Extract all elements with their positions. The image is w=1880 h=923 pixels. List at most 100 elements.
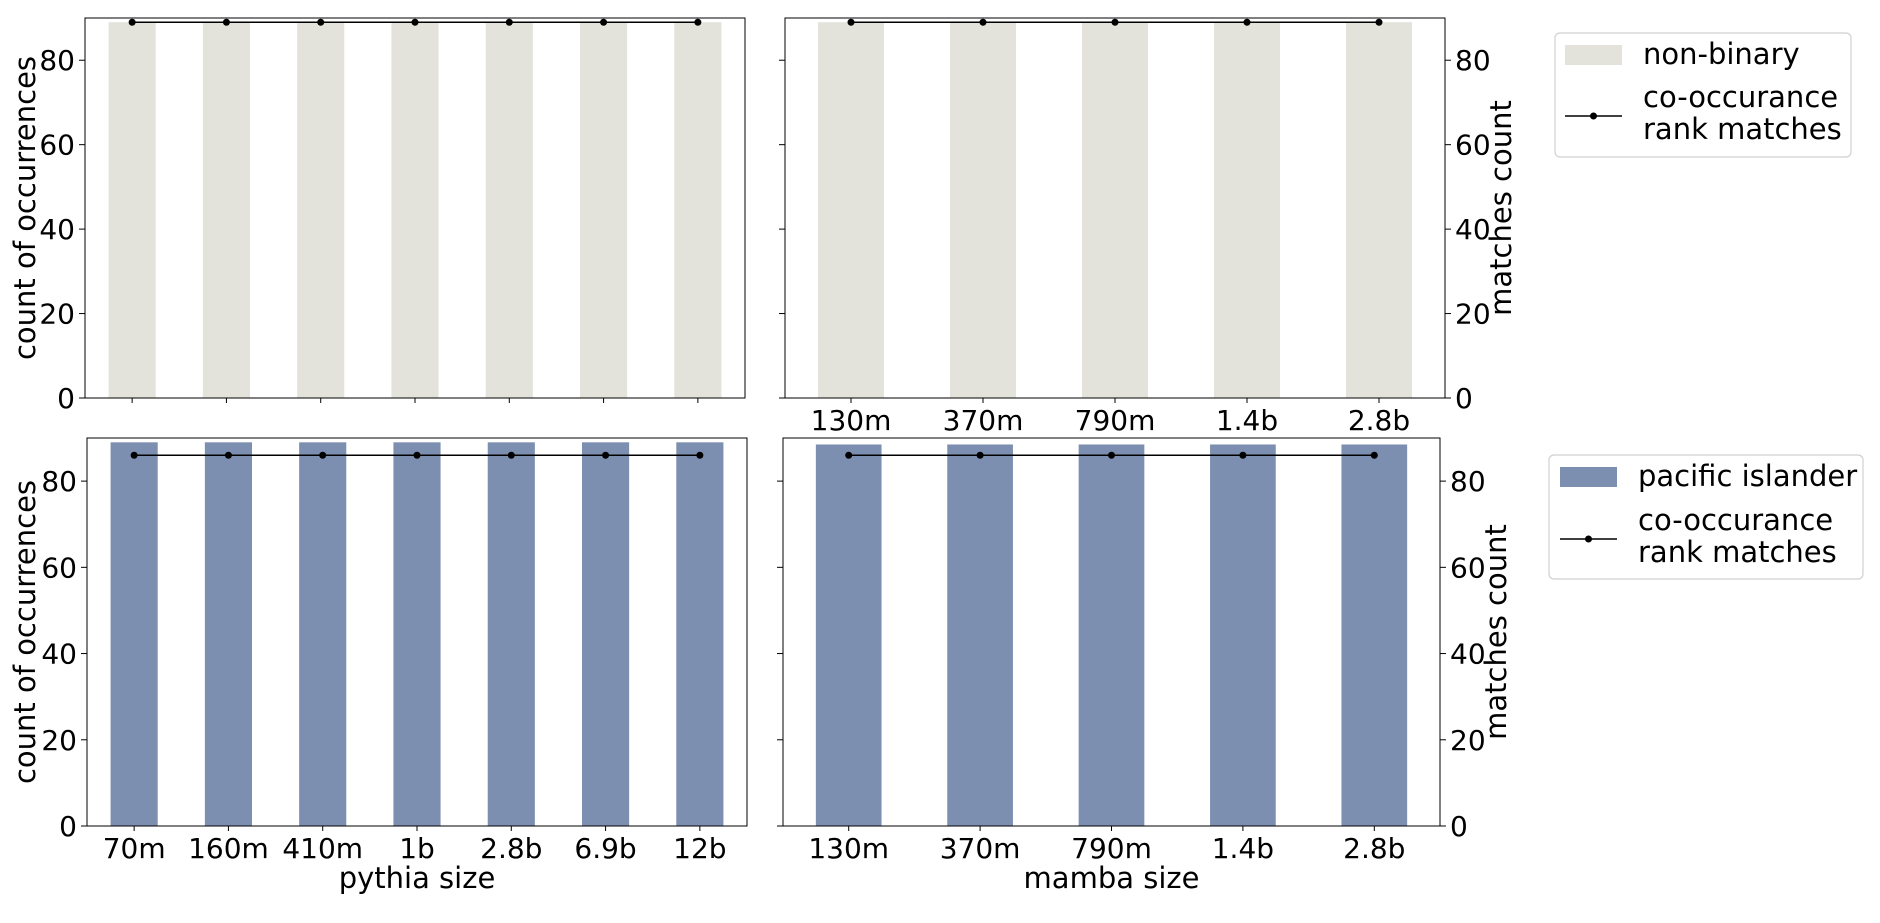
line-point-70m <box>128 18 136 26</box>
y2-tick-label: 20 <box>1450 724 1486 757</box>
x-tick-label-2.8b: 2.8b <box>1348 404 1410 437</box>
x-tick-label-370m: 370m <box>940 832 1021 865</box>
bar-790m <box>1078 444 1145 826</box>
y2-tick-label: 60 <box>1455 129 1491 162</box>
legend-line-marker-dot <box>1590 112 1597 120</box>
y2-axis-title: matches count <box>1479 524 1513 740</box>
legend-label-pacific-islander: pacific islander <box>1638 459 1857 493</box>
bar-1.4b <box>1210 444 1276 826</box>
line-point-70m <box>130 451 138 459</box>
x-tick-label-160m: 160m <box>188 832 269 865</box>
y2-tick-label: 80 <box>1455 44 1491 77</box>
bar-2.8b <box>487 442 535 826</box>
bar-1b <box>393 442 441 826</box>
line-point-2.8b <box>507 451 515 459</box>
line-point-12b <box>696 451 704 459</box>
y-tick-label: 80 <box>41 465 77 498</box>
bar-160m <box>204 442 252 826</box>
x-tick-label-70m: 70m <box>103 832 166 865</box>
y-tick-label: 40 <box>39 213 75 246</box>
legend-label-line-1: co-occurance <box>1638 503 1833 537</box>
y2-tick-label: 0 <box>1450 810 1468 843</box>
y-tick-label: 20 <box>39 298 75 331</box>
x-tick-label-1.4b: 1.4b <box>1216 404 1278 437</box>
line-point-790m <box>1111 18 1119 26</box>
panel-top-right: 0 20 40 60 80 130m 370m 790m 1.4b 2.8b matches cou… <box>779 17 1518 437</box>
line-point-160m <box>224 451 232 459</box>
y2-tick-label: 80 <box>1450 465 1486 498</box>
y-axis-title: count of occurrences <box>8 480 42 784</box>
x-tick-label-1.4b: 1.4b <box>1212 832 1274 865</box>
y2-tick-label: 40 <box>1455 213 1491 246</box>
line-point-6.9b <box>602 451 610 459</box>
bar-12b <box>676 442 724 826</box>
bar-70m <box>110 442 158 826</box>
x-tick-label-790m: 790m <box>1071 832 1152 865</box>
bar-1b <box>391 22 439 398</box>
panel-bottom-right: 0 20 40 60 80 130m 370m 790m 1.4b 2.8b matches cou… <box>777 437 1513 895</box>
bar-2.8b <box>1346 22 1412 398</box>
legend-label-line-2: rank matches <box>1643 112 1842 146</box>
y-tick-label: 20 <box>41 724 77 757</box>
x-tick-label-6.9b: 6.9b <box>574 832 636 865</box>
line-point-1.4b <box>1243 18 1251 26</box>
bar-370m <box>950 22 1016 398</box>
y-tick-label: 60 <box>41 551 77 584</box>
y-tick-label: 80 <box>39 44 75 77</box>
legend-top-frame <box>1554 32 1852 158</box>
y-tick-label: 60 <box>39 129 75 162</box>
y-tick-label: 0 <box>57 382 75 415</box>
y2-tick-label: 60 <box>1450 551 1486 584</box>
line-point-1b <box>413 451 421 459</box>
bar-1.4b <box>1214 22 1280 398</box>
legend-bottom-frame <box>1548 454 1864 580</box>
x-tick-label-1b: 1b <box>399 832 435 865</box>
legend-label-line-2: rank matches <box>1638 535 1837 569</box>
bar-370m <box>947 444 1013 826</box>
panel-bottom-left: 0 20 40 60 80 70m 160m 410m 1b 2.8b 6.9b 12b count o… <box>8 437 748 895</box>
legend-swatch-pacific-islander <box>1560 467 1617 487</box>
bar-130m <box>818 22 884 398</box>
x-tick-label-12b: 12b <box>673 832 726 865</box>
line-point-1b <box>411 18 419 26</box>
line-point-130m <box>847 18 855 26</box>
x-tick-label-130m: 130m <box>808 832 889 865</box>
x-axis-title: pythia size <box>339 861 496 895</box>
line-point-12b <box>694 18 702 26</box>
bar-160m <box>202 22 250 398</box>
line-point-130m <box>845 451 853 459</box>
x-axis-title: mamba size <box>1024 861 1200 895</box>
line-point-2.8b <box>1370 451 1378 459</box>
bar-6.9b <box>582 442 630 826</box>
bar-790m <box>1082 22 1148 398</box>
y2-tick-label: 20 <box>1455 298 1491 331</box>
line-point-790m <box>1108 451 1115 459</box>
bar-2.8b <box>1341 444 1408 826</box>
bar-12b <box>674 22 722 398</box>
bar-70m <box>108 22 156 398</box>
line-point-1.4b <box>1239 451 1247 459</box>
y-tick-label: 0 <box>59 810 77 843</box>
bar-6.9b <box>580 22 628 398</box>
bar-130m <box>815 444 882 826</box>
line-point-2.8b <box>1375 18 1383 26</box>
line-point-6.9b <box>600 18 608 26</box>
legend-line-marker-dot <box>1585 535 1592 543</box>
x-tick-label-2.8b: 2.8b <box>1343 832 1405 865</box>
line-point-370m <box>976 451 984 459</box>
x-tick-label-370m: 370m <box>943 404 1024 437</box>
bar-2.8b <box>485 22 533 398</box>
x-tick-label-790m: 790m <box>1075 404 1156 437</box>
legend-label-non-binary: non-binary <box>1643 37 1800 71</box>
x-tick-label-2.8b: 2.8b <box>480 832 542 865</box>
line-point-2.8b <box>505 18 513 26</box>
line-point-410m <box>319 451 327 459</box>
legend-label-line-1: co-occurance <box>1643 80 1838 114</box>
y2-axis-title: matches count <box>1484 100 1518 316</box>
y2-tick-label: 40 <box>1450 638 1486 671</box>
line-point-410m <box>317 18 325 26</box>
bar-410m <box>299 442 347 826</box>
legend-bottom: pacific islander co-occurance rank match… <box>1548 454 1864 580</box>
